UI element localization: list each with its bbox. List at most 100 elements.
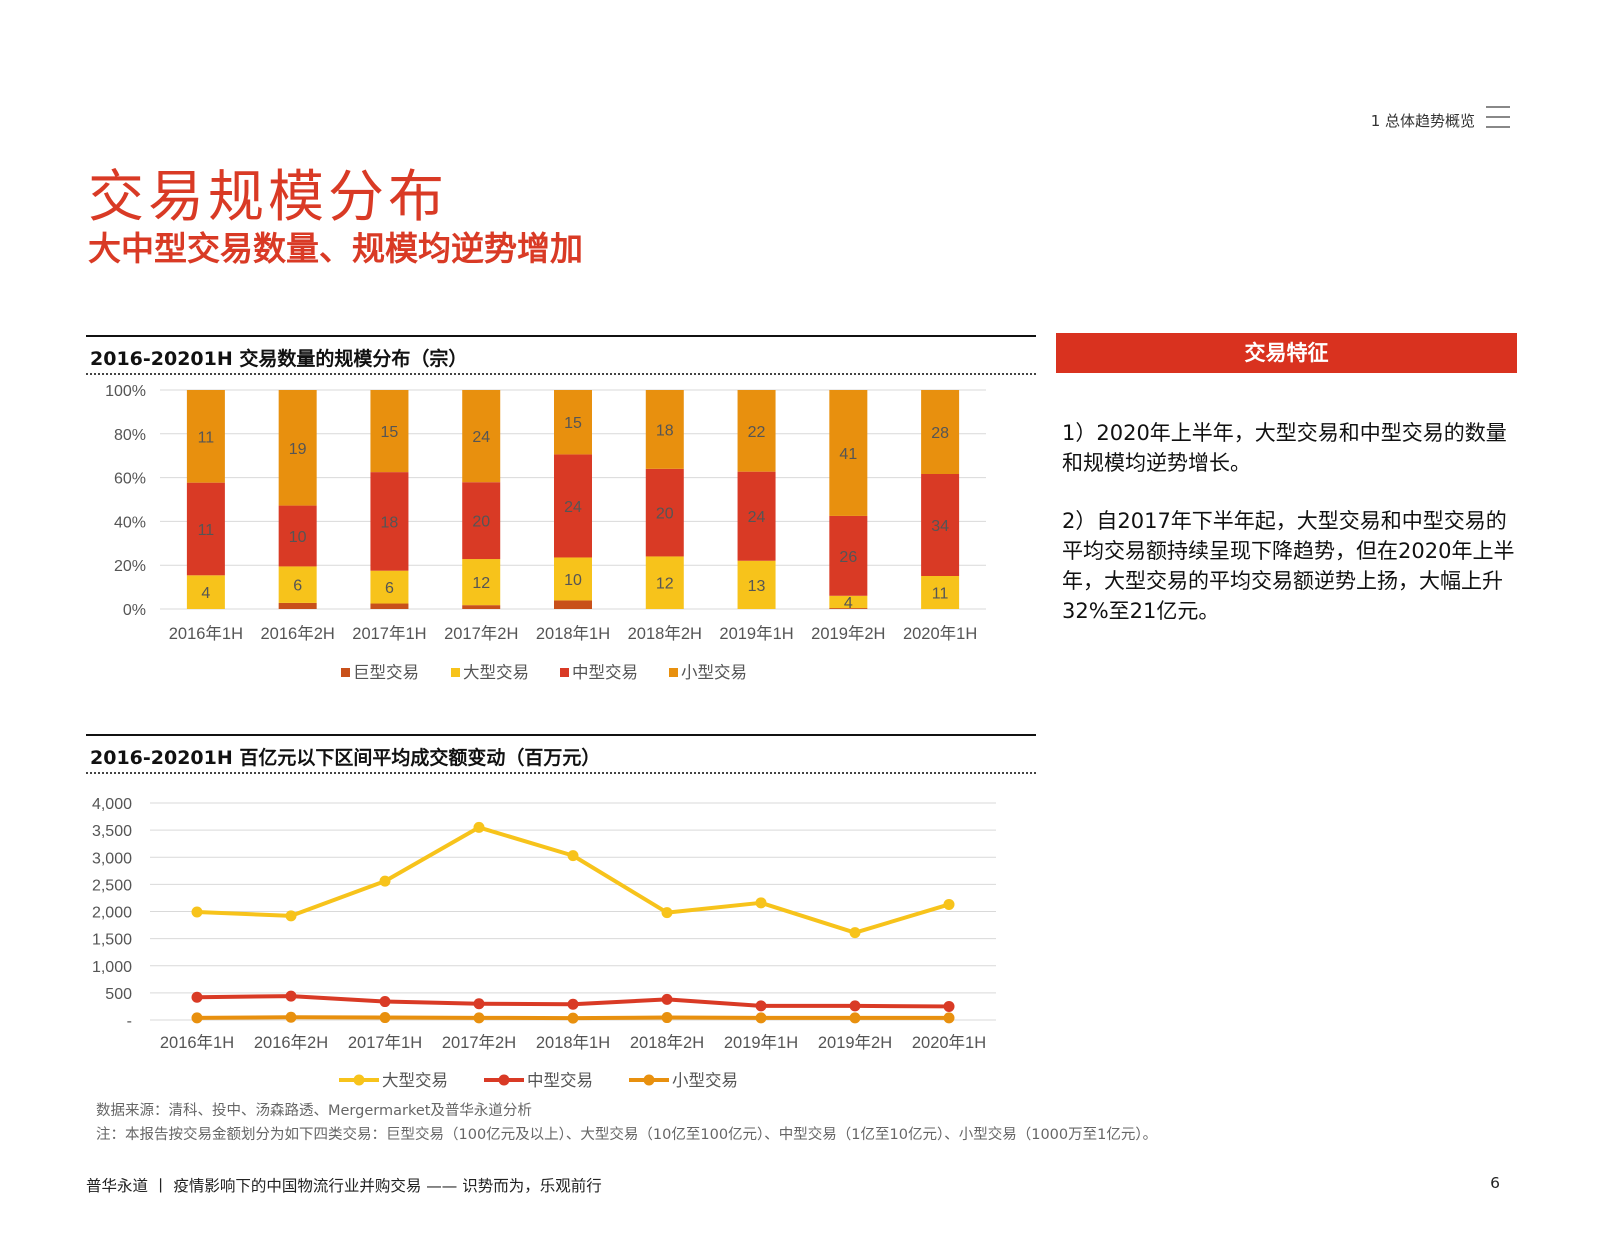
y-tick-label: 100% — [105, 383, 146, 400]
data-label: 12 — [656, 576, 674, 593]
legend-label: 巨型交易 — [353, 663, 419, 682]
x-tick-label: 2019年2H — [818, 1033, 892, 1052]
bar-segment — [737, 560, 776, 609]
bar-segment — [278, 390, 317, 506]
bar-segment — [462, 390, 501, 483]
line-chart-header: 2016-20201H 百亿元以下区间平均成交额变动（百万元） — [86, 734, 1036, 774]
data-point — [567, 1012, 579, 1024]
menu-icon[interactable] — [1486, 106, 1512, 130]
data-label: 4 — [201, 585, 210, 602]
bar-segment — [829, 515, 868, 596]
data-label: 20 — [656, 506, 674, 523]
line-chart: - 500 1,000 1,500 2,000 2,500 3,000 3,500 4,000 2… — [92, 796, 996, 1090]
x-tick-label: 2017年2H — [444, 624, 518, 643]
footer-text: 普华永道 丨 疫情影响下的中国物流行业并购交易 —— 识势而为，乐观前行 — [86, 1177, 602, 1195]
data-point — [379, 875, 391, 887]
x-tick-label: 2020年1H — [912, 1033, 986, 1052]
bar-segment — [186, 575, 225, 609]
bar-segment — [921, 390, 960, 474]
y-tick-label: 2,500 — [92, 877, 132, 894]
x-tick-label: 2017年1H — [352, 624, 426, 643]
bar-segment — [829, 595, 868, 609]
data-label: 13 — [748, 578, 766, 595]
line-chart-title: 2016-20201H 百亿元以下区间平均成交额变动（百万元） — [90, 747, 601, 769]
bar-segment — [370, 472, 409, 571]
data-point — [943, 1012, 955, 1024]
y-tick-label: 1,000 — [92, 959, 132, 976]
series-line — [196, 825, 950, 935]
data-point — [285, 1011, 297, 1023]
y-tick-label: 3,500 — [92, 823, 132, 840]
x-tick-label: 2019年1H — [719, 624, 793, 643]
bar-segment — [554, 454, 592, 558]
data-label: 24 — [564, 499, 582, 516]
legend-swatch — [669, 668, 678, 677]
data-point — [661, 993, 673, 1005]
y-tick-label: 2,000 — [92, 905, 132, 922]
data-label: 19 — [289, 441, 307, 458]
bar-segment — [921, 474, 960, 576]
data-point — [755, 897, 767, 909]
x-tick-label: 2019年1H — [724, 1033, 798, 1052]
x-tick-label: 2020年1H — [903, 624, 977, 643]
data-point — [849, 927, 861, 939]
data-point — [943, 898, 955, 910]
bar-segment — [278, 505, 317, 567]
section-label: 1 总体趋势概览 — [1370, 112, 1475, 130]
data-label: 11 — [932, 586, 949, 603]
legend-label: 中型交易 — [572, 663, 638, 682]
data-label: 41 — [839, 446, 857, 463]
data-label: 18 — [381, 514, 399, 531]
bar-segment — [921, 576, 960, 609]
bar-segment — [462, 559, 501, 606]
data-label: 10 — [289, 529, 307, 546]
x-tick-label: 2016年2H — [261, 624, 335, 643]
y-tick-label: 1,500 — [92, 932, 132, 949]
x-tick-label: 2016年1H — [160, 1033, 234, 1052]
data-label: 24 — [472, 429, 490, 446]
legend-label: 大型交易 — [463, 663, 529, 682]
x-tick-label: 2017年1H — [348, 1033, 422, 1052]
y-tick-label: 4,000 — [92, 796, 132, 813]
data-point — [755, 1012, 767, 1024]
data-point — [473, 821, 485, 833]
data-point — [379, 1012, 391, 1024]
legend-marker — [353, 1074, 365, 1086]
data-source: 数据来源：清科、投中、汤森路透、Mergermarket及普华永道分析 — [96, 1103, 532, 1119]
data-point — [191, 991, 203, 1003]
side-panel-header: 交易特征 — [1056, 333, 1517, 373]
side-paragraph-2: 2）自2017年下半年起，大型交易和中型交易的平均交易额持续呈现下降趋势，但在2… — [1062, 509, 1515, 623]
data-label: 15 — [564, 415, 582, 432]
data-point — [473, 1012, 485, 1024]
data-label: 4 — [844, 595, 853, 612]
legend-marker — [498, 1074, 510, 1086]
bar-segment — [186, 482, 225, 576]
bar-segment — [554, 390, 592, 455]
bar-segment — [462, 482, 501, 560]
data-label: 22 — [748, 424, 766, 441]
bar-segment — [737, 390, 776, 472]
x-tick-label: 2017年2H — [442, 1033, 516, 1052]
x-tick-label: 2018年2H — [628, 624, 702, 643]
bar-segment — [645, 556, 684, 609]
x-tick-label: 2018年2H — [630, 1033, 704, 1052]
y-tick-label: 0% — [123, 602, 146, 619]
bar-chart-header: 2016-20201H 交易数量的规模分布（宗） — [86, 335, 1036, 375]
legend-label: 中型交易 — [527, 1071, 593, 1090]
data-label: 18 — [656, 422, 674, 439]
data-point — [567, 850, 579, 862]
side-paragraph-1: 1）2020年上半年，大型交易和中型交易的数量和规模均逆势增长。 — [1062, 421, 1507, 475]
data-point — [191, 906, 203, 918]
legend-swatch — [451, 668, 460, 677]
x-tick-label: 2016年2H — [254, 1033, 328, 1052]
bar-segment — [370, 570, 409, 604]
legend-label: 小型交易 — [681, 663, 747, 682]
bar-segment — [829, 608, 868, 609]
data-point — [755, 1000, 767, 1012]
page-number: 6 — [1490, 1174, 1500, 1192]
data-point — [473, 998, 485, 1010]
y-tick-label: 500 — [105, 986, 132, 1003]
bar-segment — [370, 603, 409, 609]
legend-marker — [643, 1074, 655, 1086]
x-tick-label: 2016年1H — [169, 624, 243, 643]
